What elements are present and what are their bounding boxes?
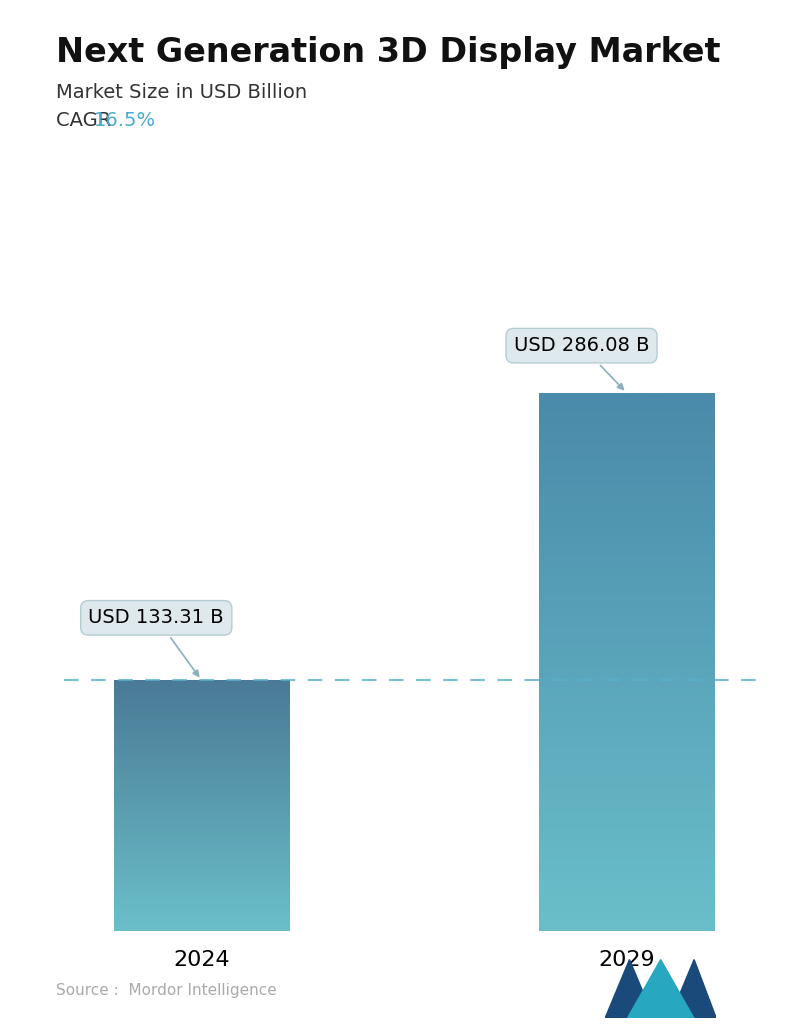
Text: USD 133.31 B: USD 133.31 B: [88, 608, 224, 676]
Text: CAGR: CAGR: [56, 111, 117, 129]
Text: 16.5%: 16.5%: [94, 111, 156, 129]
Polygon shape: [669, 960, 716, 1018]
Text: Market Size in USD Billion: Market Size in USD Billion: [56, 83, 306, 101]
Text: Source :  Mordor Intelligence: Source : Mordor Intelligence: [56, 982, 276, 998]
Text: Next Generation 3D Display Market: Next Generation 3D Display Market: [56, 36, 720, 69]
Polygon shape: [627, 960, 694, 1018]
Text: USD 286.08 B: USD 286.08 B: [513, 336, 650, 390]
Polygon shape: [605, 960, 654, 1018]
